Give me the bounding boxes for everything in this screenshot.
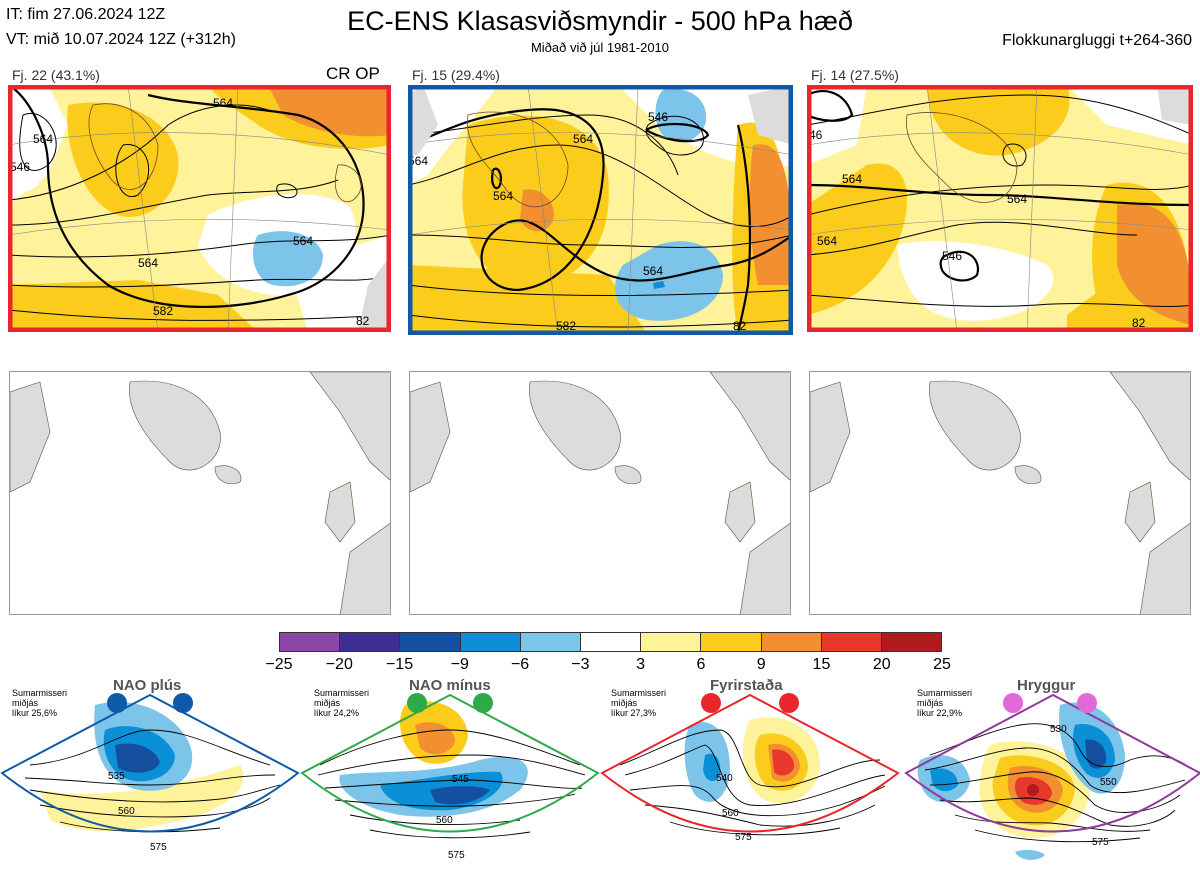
cluster-1-label: Fj. 22 (43.1%) — [12, 67, 100, 83]
colorbar-swatch — [761, 633, 822, 651]
regime-2-contour-label: 575 — [448, 850, 465, 861]
cluster-3-map: 564 564 564 546 82 46 — [807, 85, 1193, 332]
page-title: EC-ENS Klasasviðsmyndir - 500 hPa hæð — [347, 6, 853, 36]
basemap-2 — [409, 371, 791, 615]
anomaly-colorbar — [279, 632, 942, 652]
cluster-2-frame — [408, 85, 793, 335]
cluster-2-contour-label: 564 — [573, 132, 593, 146]
colorbar-tick-label: 20 — [872, 656, 891, 673]
basemap-3 — [809, 371, 1191, 615]
colorbar-swatch — [580, 633, 642, 651]
page-subtitle: Miðað við júl 1981-2010 — [530, 40, 670, 55]
cluster-3-contour-label: 564 — [842, 172, 862, 186]
regime-1-contour-label: 560 — [118, 806, 135, 817]
regime-4-map: 530 550 575 — [904, 693, 1200, 860]
regime-4-name: Hryggur — [1017, 677, 1076, 694]
colorbar-tick-label: 9 — [756, 656, 766, 673]
colorbar-swatch — [340, 633, 401, 651]
cluster-3-frame — [807, 85, 1193, 332]
classification-window-label: Flokkunargluggi t+264-360 — [1002, 32, 1192, 49]
colorbar-swatch — [641, 633, 702, 651]
regime-maps: 535 560 575 545 560 575 — [0, 693, 1200, 861]
cluster-1-contour-label: 582 — [153, 304, 173, 318]
cluster-1-map: 564 564 564 564 582 546 82 — [8, 85, 391, 332]
colorbar-tick-label: 3 — [636, 656, 646, 673]
regime-4-contour-label: 550 — [1100, 777, 1117, 788]
cluster-1-contour-label: 546 — [10, 160, 30, 174]
regime-2-info: Sumarmisseri miðjás líkur 24,2% — [314, 688, 370, 718]
colorbar-tick-label: −9 — [450, 656, 469, 673]
colorbar-tick-label: −20 — [325, 656, 353, 673]
regime-4-contour-label: 575 — [1092, 837, 1109, 848]
cluster-2-contour-label: 546 — [648, 110, 668, 124]
colorbar-swatch — [821, 633, 882, 651]
colorbar-swatch — [400, 633, 461, 651]
basemap-1 — [9, 371, 391, 615]
cluster-2-contour-label: 564 — [408, 154, 428, 168]
colorbar-tick-label: 25 — [933, 656, 951, 673]
cluster-2-contour-label: 564 — [493, 189, 513, 203]
colorbar-tick-label: 15 — [812, 656, 831, 673]
regime-1-name: NAO plús — [113, 677, 182, 694]
cluster-3-contour-label: 546 — [942, 249, 962, 263]
cluster-3-contour-label: 564 — [817, 234, 837, 248]
initial-time-label: IT: fim 27.06.2024 12Z — [6, 6, 166, 23]
colorbar-tick-label: −3 — [571, 656, 590, 673]
cluster-1-contour-label: 564 — [213, 96, 233, 110]
colorbar-swatch — [701, 633, 762, 651]
regime-2-map: 545 560 575 — [300, 693, 600, 861]
regime-2-name: NAO mínus — [409, 677, 491, 694]
cluster-3-label: Fj. 14 (27.5%) — [811, 67, 899, 83]
cluster-2-contour-label: 82 — [733, 319, 747, 333]
valid-time-label: VT: mið 10.07.2024 12Z (+312h) — [6, 31, 236, 48]
regime-3-name: Fyrirstaða — [710, 677, 783, 694]
regime-3-contour-label: 575 — [735, 832, 752, 843]
colorbar-swatch — [460, 633, 521, 651]
cluster-2-label: Fj. 15 (29.4%) — [412, 67, 500, 83]
regime-4-info: Sumarmisseri miðjás líkur 22,9% — [917, 688, 973, 718]
cluster-1-contour-label: 564 — [138, 256, 158, 270]
cluster-1-contour-label: 82 — [356, 314, 370, 328]
regime-3-contour-label: 540 — [716, 773, 733, 784]
regime-1-contour-label: 535 — [108, 771, 125, 782]
regime-1-info: Sumarmisseri miðjás líkur 25,6% — [12, 688, 68, 718]
colorbar-tick-label: −15 — [385, 656, 414, 673]
cluster-1-contour-label: 564 — [293, 234, 313, 248]
cluster-3-contour-label: 82 — [1132, 316, 1146, 330]
colorbar-tick-label: 6 — [696, 656, 706, 673]
cluster-2-map: 546 564 564 564 564 582 82 — [408, 85, 793, 335]
cluster-2-contour-label: 564 — [643, 264, 663, 278]
colorbar-swatch — [881, 633, 942, 651]
regime-4-contour-label: 530 — [1050, 724, 1067, 735]
regime-3-info: Sumarmisseri miðjás líkur 27,3% — [611, 688, 667, 718]
regime-2-contour-label: 560 — [436, 815, 453, 826]
colorbar-tick-label: −6 — [510, 656, 530, 673]
regime-2-contour-label: 545 — [452, 774, 469, 785]
colorbar-swatch — [520, 633, 581, 651]
regime-3-contour-label: 560 — [722, 808, 739, 819]
cluster-1-contour-label: 564 — [33, 132, 53, 146]
cluster-3-contour-label: 46 — [809, 128, 823, 142]
cluster-1-tag: CR OP — [326, 64, 380, 83]
cluster-2-contour-label: 582 — [556, 319, 576, 333]
colorbar-tick-label: −25 — [265, 656, 293, 673]
colorbar-swatch — [280, 633, 341, 651]
cluster-1-frame — [8, 85, 391, 332]
regime-1-map: 535 560 575 — [0, 693, 300, 853]
regime-3-map: 540 560 575 — [600, 693, 900, 843]
cluster-3-contour-label: 564 — [1007, 192, 1027, 206]
regime-1-contour-label: 575 — [150, 842, 167, 853]
